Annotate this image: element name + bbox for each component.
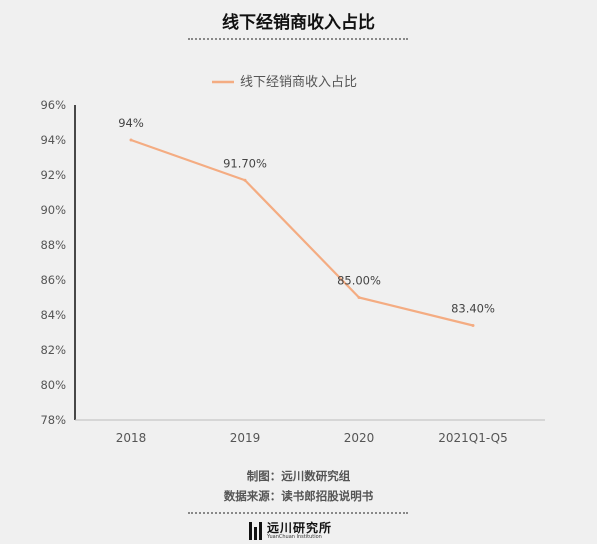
y-tick-label: 78% [40,413,66,427]
y-tick-label: 82% [40,343,66,357]
y-tick-label: 86% [40,273,66,287]
x-tick-label: 2019 [230,431,261,445]
y-tick-label: 92% [40,168,66,182]
data-point [129,138,133,142]
x-tick-label: 2021Q1-Q5 [438,431,507,445]
x-tick-label: 2020 [344,431,375,445]
title-divider [188,38,408,40]
y-tick-label: 90% [40,203,66,217]
legend: 线下经销商收入占比 [212,75,357,90]
y-tick-label: 84% [40,308,66,322]
series-line [130,138,474,327]
logo-name: 远川研究所 [267,521,333,535]
data-point [243,178,247,182]
credit-line: 制图：远川数研究组 [246,469,351,483]
footer-divider [188,512,408,514]
line-chart: 线下经销商收入占比 78% 80% 82% 84% 86% 88% 90% 92% 94% 96%… [40,75,545,445]
x-tick-label: 2018 [116,431,147,445]
plot-area: 94% 91.70% 85.00% 83.40% [118,116,495,327]
y-tick-label: 94% [40,133,66,147]
source-line: 数据来源：读书郎招股说明书 [223,489,374,503]
data-point [471,324,475,327]
legend-label: 线下经销商收入占比 [240,75,357,90]
logo-mark-icon [249,522,262,540]
x-axis: 2018 2019 2020 2021Q1-Q5 [75,419,545,445]
y-tick-label: 96% [40,98,66,112]
logo: 远川研究所 YuanChuan Institution [249,520,332,542]
y-axis: 78% 80% 82% 84% 86% 88% 90% 92% 94% 96% [40,98,76,427]
y-tick-label: 80% [40,378,66,392]
data-label: 83.40% [451,302,495,316]
data-label: 94% [118,116,144,130]
y-tick-label: 88% [40,238,66,252]
data-label: 85.00% [337,274,381,288]
chart-title: 线下经销商收入占比 [222,13,375,33]
data-point [357,296,361,299]
data-label: 91.70% [223,156,267,170]
logo-name-en: YuanChuan Institution [267,534,322,540]
